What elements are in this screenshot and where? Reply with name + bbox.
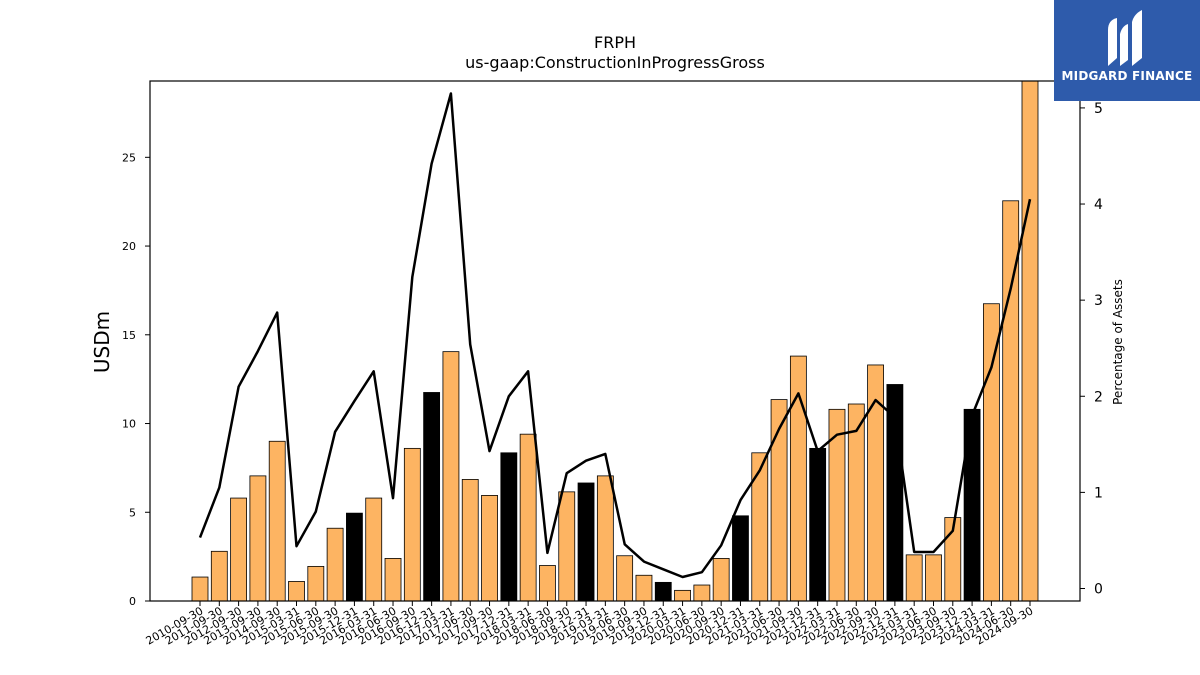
bar — [925, 554, 942, 602]
y-tick-label: 10 — [122, 418, 136, 431]
y2-tick-label: 1 — [1094, 485, 1103, 501]
bar — [191, 576, 209, 602]
y2-tick-label: 4 — [1094, 197, 1103, 213]
logo-text: MIDGARD FINANCE — [1061, 69, 1193, 83]
bar — [307, 565, 325, 602]
bar — [847, 403, 865, 602]
bar — [558, 491, 576, 602]
y2-axis-label: Percentage of Assets — [1111, 279, 1125, 405]
bar — [365, 497, 383, 602]
axes: 05101520250123452010-09-302011-09-302012… — [122, 80, 1103, 648]
bar — [905, 554, 923, 602]
bar — [423, 392, 441, 602]
y2-tick-label: 3 — [1094, 293, 1103, 309]
bar — [481, 495, 498, 602]
bar — [384, 558, 402, 602]
y-tick-label: 5 — [129, 506, 136, 519]
bar — [326, 527, 344, 602]
line-series — [198, 92, 1032, 579]
midgard-logo: MIDGARD FINANCE — [1054, 0, 1200, 101]
bar — [809, 447, 827, 602]
y-tick-label: 15 — [122, 329, 136, 342]
bar — [210, 550, 228, 602]
bar — [519, 433, 537, 602]
y-tick-label: 20 — [122, 240, 136, 253]
plot-frame — [149, 80, 1081, 602]
bar — [732, 515, 749, 602]
chart-subtitle: us-gaap:ConstructionInProgressGross — [465, 53, 765, 72]
midgard-logo-icon — [1108, 10, 1142, 66]
bar — [963, 408, 981, 602]
y-tick-label: 0 — [129, 595, 136, 608]
bar — [616, 555, 634, 602]
bar — [693, 584, 711, 602]
bar — [712, 558, 730, 602]
y-axis-label: USDm — [90, 311, 114, 373]
y-tick-label: 25 — [122, 151, 136, 164]
bar — [268, 440, 286, 602]
chart-title: FRPH — [594, 33, 636, 52]
bar — [654, 581, 672, 602]
bar — [442, 351, 460, 602]
bar — [288, 581, 305, 602]
bar — [635, 574, 653, 602]
bar — [230, 497, 248, 602]
bar — [596, 475, 614, 602]
bar — [1021, 80, 1039, 602]
y2-tick-label: 2 — [1094, 389, 1103, 405]
bar — [403, 447, 421, 602]
bar — [461, 479, 479, 602]
bar — [346, 512, 363, 602]
percentage-line — [198, 92, 1032, 579]
bar — [674, 589, 691, 602]
bar — [577, 482, 595, 602]
bar — [751, 452, 769, 602]
bar — [249, 475, 267, 602]
bar-series — [191, 80, 1039, 602]
y2-tick-label: 5 — [1094, 101, 1103, 117]
bar — [539, 565, 556, 602]
bar — [500, 452, 518, 602]
y2-tick-label: 0 — [1094, 582, 1103, 598]
